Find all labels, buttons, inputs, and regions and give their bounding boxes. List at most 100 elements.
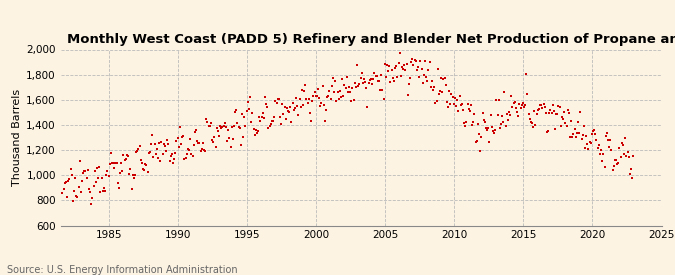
Point <box>294 97 305 101</box>
Point <box>572 131 583 135</box>
Point <box>311 94 322 98</box>
Point <box>279 104 290 109</box>
Point <box>356 71 367 75</box>
Point <box>360 80 371 84</box>
Point <box>407 57 418 62</box>
Point <box>441 100 452 104</box>
Point <box>533 107 544 111</box>
Point <box>431 98 442 103</box>
Point <box>252 128 263 133</box>
Point <box>225 145 236 149</box>
Point <box>302 101 313 105</box>
Point <box>290 106 300 111</box>
Point <box>325 97 336 101</box>
Point <box>165 154 176 158</box>
Point <box>90 180 101 184</box>
Point <box>296 88 307 92</box>
Point <box>487 125 497 130</box>
Point <box>218 124 229 128</box>
Point <box>460 123 470 128</box>
Point <box>324 89 335 94</box>
Point <box>221 124 232 129</box>
Point <box>348 98 359 102</box>
Point <box>49 183 60 187</box>
Point <box>268 119 279 123</box>
Point <box>404 81 414 86</box>
Point <box>446 92 457 96</box>
Point <box>64 177 75 181</box>
Point <box>529 109 540 113</box>
Point <box>597 159 608 163</box>
Point <box>185 137 196 142</box>
Point <box>254 114 265 119</box>
Point <box>512 109 522 114</box>
Point <box>329 90 340 94</box>
Point <box>598 151 609 156</box>
Point <box>418 73 429 77</box>
Point <box>587 132 597 136</box>
Point <box>608 164 619 168</box>
Point <box>170 151 181 156</box>
Point <box>399 63 410 68</box>
Point <box>269 115 279 120</box>
Point <box>461 120 472 125</box>
Point <box>482 128 493 132</box>
Point <box>163 142 173 147</box>
Point <box>126 187 137 191</box>
Text: Source: U.S. Energy Information Administration: Source: U.S. Energy Information Administ… <box>7 265 238 275</box>
Point <box>362 105 373 110</box>
Point <box>546 111 557 115</box>
Y-axis label: Thousand Barrels: Thousand Barrels <box>12 89 22 186</box>
Point <box>500 123 511 128</box>
Point <box>140 161 151 166</box>
Point <box>531 112 542 117</box>
Point <box>257 111 268 116</box>
Point <box>309 89 320 94</box>
Point <box>194 141 205 146</box>
Point <box>66 173 77 177</box>
Point <box>445 101 456 106</box>
Point <box>284 110 294 115</box>
Point <box>394 50 405 55</box>
Point <box>174 125 185 129</box>
Point <box>433 91 444 96</box>
Point <box>381 75 392 79</box>
Point <box>270 99 281 103</box>
Point <box>536 102 547 107</box>
Point <box>497 114 508 118</box>
Point <box>369 70 380 75</box>
Point <box>102 169 113 173</box>
Point <box>59 181 70 185</box>
Point <box>55 176 65 180</box>
Point <box>184 148 194 152</box>
Point <box>429 85 439 89</box>
Point <box>332 90 343 94</box>
Point <box>323 94 333 98</box>
Point <box>344 84 354 89</box>
Point <box>498 120 509 124</box>
Point <box>113 185 124 190</box>
Point <box>575 110 586 115</box>
Point <box>422 79 433 83</box>
Point <box>198 148 209 152</box>
Point <box>118 153 129 157</box>
Point <box>316 101 327 105</box>
Point <box>342 75 352 79</box>
Point <box>211 125 222 130</box>
Point <box>247 111 258 115</box>
Point <box>223 128 234 132</box>
Point <box>330 79 341 83</box>
Point <box>143 151 154 155</box>
Point <box>136 161 147 165</box>
Point <box>182 152 192 156</box>
Point <box>109 166 119 170</box>
Point <box>393 61 404 65</box>
Point <box>117 169 128 173</box>
Point <box>146 142 157 146</box>
Point <box>559 109 570 114</box>
Point <box>377 88 388 92</box>
Point <box>554 104 565 109</box>
Point <box>521 72 532 76</box>
Point <box>506 94 517 98</box>
Text: Monthly West Coast (PADD 5) Refinery and Blender Net Production of Propane and P: Monthly West Coast (PADD 5) Refinery and… <box>67 32 675 46</box>
